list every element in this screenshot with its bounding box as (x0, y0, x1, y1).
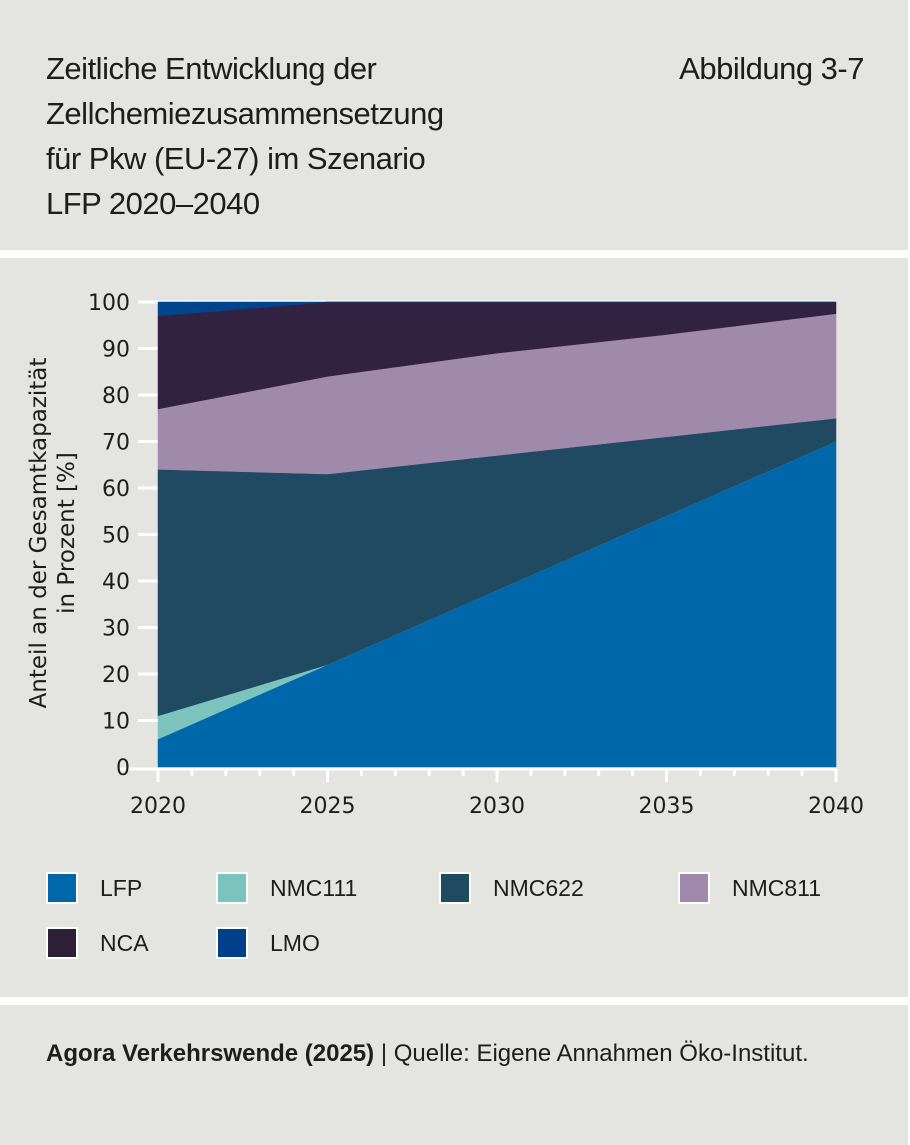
chart-title: Zeitliche Entwicklung der Zellchemiezusa… (46, 46, 586, 226)
area-series (157, 301, 837, 768)
separator: | (374, 1040, 394, 1067)
legend-label: LFP (100, 874, 143, 901)
y-tick-label: 0 (116, 756, 130, 781)
title-line: LFP 2020–2040 (46, 186, 260, 221)
y-axis-tick-labels: 0 10 20 30 40 50 60 70 80 90 100 (88, 291, 130, 781)
legend-item-lfp: LFP (46, 870, 142, 906)
legend-swatch (216, 872, 248, 904)
x-axis (118, 767, 838, 782)
figure-number: Abbildung 3-7 (679, 51, 864, 86)
legend-label: NCA (100, 929, 149, 956)
x-tick-label: 2035 (639, 794, 695, 819)
legend-item-nmc811: NMC811 (678, 870, 821, 906)
x-tick-label: 2030 (469, 794, 525, 819)
y-tick-label: 60 (102, 477, 130, 502)
source-note: Agora Verkehrswende (2025) | Quelle: Eig… (46, 1035, 866, 1073)
legend-item-nca: NCA (46, 925, 149, 961)
y-tick-label: 70 (102, 431, 130, 456)
legend-label: NMC622 (493, 874, 584, 901)
publisher: Agora Verkehrswende (2025) (46, 1040, 375, 1067)
y-tick-label: 40 (102, 570, 130, 595)
y-tick-label: 10 (102, 710, 130, 735)
title-line: für Pkw (EU-27) im Szenario (46, 141, 426, 176)
header-panel: Zeitliche Entwicklung der Zellchemiezusa… (0, 0, 908, 250)
source-text: Quelle: Eigene Annahmen Öko-Institut. (393, 1040, 809, 1067)
y-tick-label: 50 (102, 524, 130, 549)
legend-swatch (46, 927, 78, 959)
legend-label: LMO (270, 929, 320, 956)
y-tick-label: 20 (102, 663, 130, 688)
legend-swatch (46, 872, 78, 904)
legend-label: NMC811 (732, 874, 822, 901)
y-tick-label: 100 (88, 291, 130, 316)
legend-swatch (678, 872, 710, 904)
chart-panel: 0 10 20 30 40 50 60 70 80 90 100 2020 2025 2030 2035 2… (0, 258, 908, 997)
legend-item-lmo: LMO (216, 925, 320, 961)
footer-panel: Agora Verkehrswende (2025) | Quelle: Eig… (0, 1005, 908, 1145)
title-line: Zellchemiezusammensetzung (46, 96, 444, 131)
x-axis-tick-labels: 2020 2025 2030 2035 2040 (130, 794, 864, 819)
legend-swatch (216, 927, 248, 959)
title-line: Zeitliche Entwicklung der (46, 51, 377, 86)
y-tick-label: 30 (102, 617, 130, 642)
y-tick-label: 90 (102, 338, 130, 363)
area-lmo (157, 301, 836, 317)
x-tick-label: 2025 (300, 794, 356, 819)
legend-item-nmc111: NMC111 (216, 870, 357, 906)
y-axis-title-line2: in Prozent [%] (54, 452, 80, 614)
x-tick-label: 2040 (808, 794, 864, 819)
legend-label: NMC111 (270, 874, 358, 901)
y-tick-label: 80 (102, 384, 130, 409)
legend-swatch (439, 872, 471, 904)
legend-item-nmc622: NMC622 (439, 870, 584, 906)
x-tick-label: 2020 (130, 794, 186, 819)
y-axis-title-line1: Anteil an der Gesamtkapazität (26, 358, 52, 709)
